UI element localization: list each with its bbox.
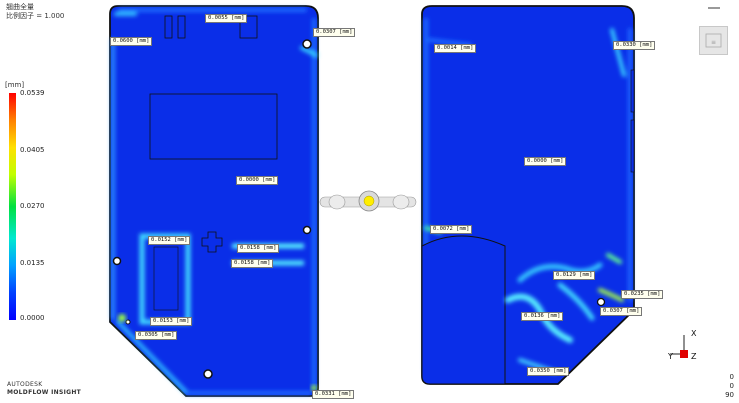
probe-label: 0.0158 [mm] [231, 259, 274, 268]
probe-label: 0.0153 [mm] [150, 317, 193, 326]
right-part [421, 5, 635, 385]
probe-label: 0.0305 [mm] [135, 331, 178, 340]
probe-label: 0.0235 [mm] [621, 290, 664, 299]
scale-factor-label: 比例因子 = 1.000 [6, 12, 65, 20]
probe-label: 0.0136 [mm] [521, 312, 564, 321]
probe-label: 0.0055 [mm] [205, 14, 248, 23]
probe-label: 0.0072 [mm] [430, 225, 473, 234]
brand-autodesk: AUTODESK [7, 381, 43, 388]
probe-label: 0.0152 [mm] [148, 236, 191, 245]
probe-label: 0.0600 [mm] [110, 37, 153, 46]
legend-min: 0.0000 [20, 314, 45, 322]
color-scale-bar [9, 93, 16, 320]
probe-label: 0.0350 [mm] [527, 367, 570, 376]
legend-unit: [mm] [5, 81, 25, 89]
result-title: 翘曲全量 [6, 3, 34, 11]
axis-triad-icon [670, 335, 688, 358]
rotation-b: 0 [729, 382, 734, 390]
probe-label: 0.0307 [mm] [600, 307, 643, 316]
probe-label: 0.0000 [mm] [236, 176, 279, 185]
viewcube-icon[interactable]: ≡ [699, 26, 728, 55]
probe-label: 0.0307 [mm] [313, 28, 356, 37]
probe-label: 0.0330 [mm] [613, 41, 656, 50]
axis-x-label: X [691, 329, 697, 338]
axis-z-label: Z [691, 352, 697, 361]
svg-text:≡: ≡ [711, 39, 716, 46]
probe-label: 0.0129 [mm] [553, 271, 596, 280]
legend-value-4: 0.0135 [20, 259, 45, 267]
rotation-a: 0 [729, 373, 734, 381]
rotation-c: 90 [725, 391, 734, 399]
probe-label: 0.0331 [mm] [312, 390, 355, 399]
axis-y-label: Y [668, 352, 673, 361]
probe-label: 0.0000 [mm] [524, 157, 567, 166]
legend-value-2: 0.0405 [20, 146, 45, 154]
probe-label: 0.0014 [mm] [434, 44, 477, 53]
legend-max: 0.0539 [20, 89, 45, 97]
brand-moldflow: MOLDFLOW INSIGHT [7, 389, 82, 396]
minimize-icon[interactable] [707, 4, 721, 12]
legend-value-3: 0.0270 [20, 202, 45, 210]
runner [319, 190, 417, 212]
probe-label: 0.0158 [mm] [237, 244, 280, 253]
